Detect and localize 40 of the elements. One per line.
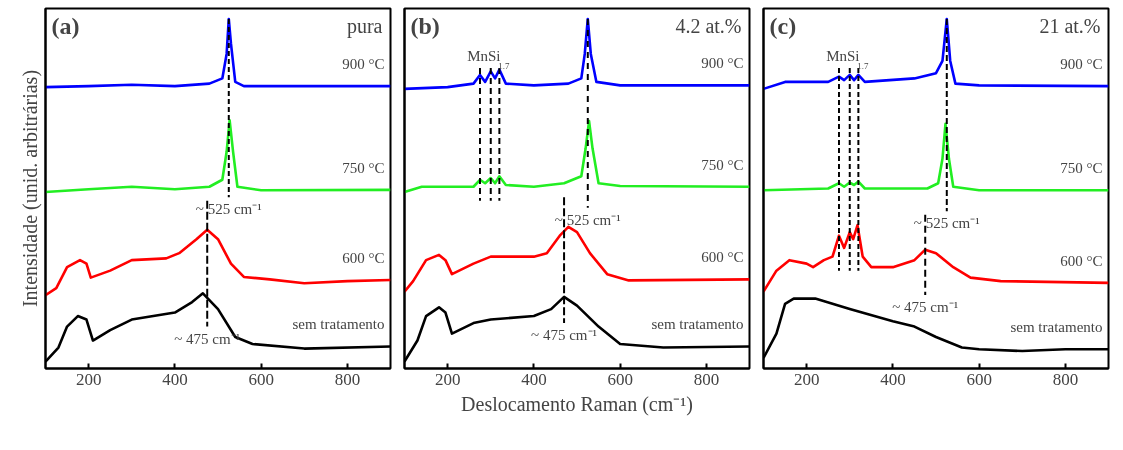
series-label: 900 °C (1060, 56, 1103, 73)
y-axis-title: Intensidade (unid. arbitrárias) (18, 69, 42, 308)
annotation: ~ 475 cm⁻¹ (892, 299, 959, 316)
x-tick-label: 800 (334, 369, 361, 389)
annotation: 4.2 at.% (675, 14, 742, 37)
series-label: 750 °C (701, 156, 744, 173)
annotation: (b) (410, 12, 440, 39)
annotation: 21 at.% (1039, 14, 1101, 37)
annotation: ~ 525 cm⁻¹ (554, 211, 621, 228)
series-label: sem tratamento (1010, 319, 1103, 336)
annotation: ~ 475 cm⁻¹ (531, 327, 598, 344)
series-label: sem tratamento (651, 316, 744, 333)
x-tick-label: 600 (248, 369, 274, 389)
x-tick-label: 800 (1052, 369, 1079, 389)
x-tick-label: 800 (693, 369, 720, 389)
annotation: MnSi1.7 (467, 47, 511, 71)
x-tick-label: 400 (880, 369, 906, 389)
x-tick-label: 600 (966, 369, 992, 389)
x-tick-label: 600 (607, 369, 633, 389)
series-label: sem tratamento (292, 316, 385, 333)
annotation: (c) (769, 12, 797, 39)
annotation: pura (346, 14, 383, 38)
x-tick-label: 400 (162, 369, 188, 389)
annotation: ~ 525 cm⁻¹ (913, 215, 980, 232)
annotation: (a) (51, 12, 80, 39)
series-label: 600 °C (342, 250, 385, 267)
series-label: 750 °C (342, 159, 385, 176)
annotation: MnSi1.7 (826, 47, 870, 71)
x-tick-label: 200 (434, 369, 461, 389)
x-tick-label: 200 (75, 369, 102, 389)
series-label: 900 °C (701, 55, 744, 72)
annotation: ~ 475 cm⁻¹ (174, 330, 241, 347)
series-label: 600 °C (1060, 252, 1103, 269)
annotation: ~ 525 cm⁻¹ (195, 201, 262, 218)
x-tick-label: 400 (521, 369, 547, 389)
series-label: 600 °C (701, 249, 744, 266)
series-label: 900 °C (342, 56, 385, 73)
x-tick-label: 200 (793, 369, 820, 389)
series-label: 750 °C (1060, 160, 1103, 177)
x-axis-title: Deslocamento Raman (cm⁻¹) (461, 392, 693, 416)
